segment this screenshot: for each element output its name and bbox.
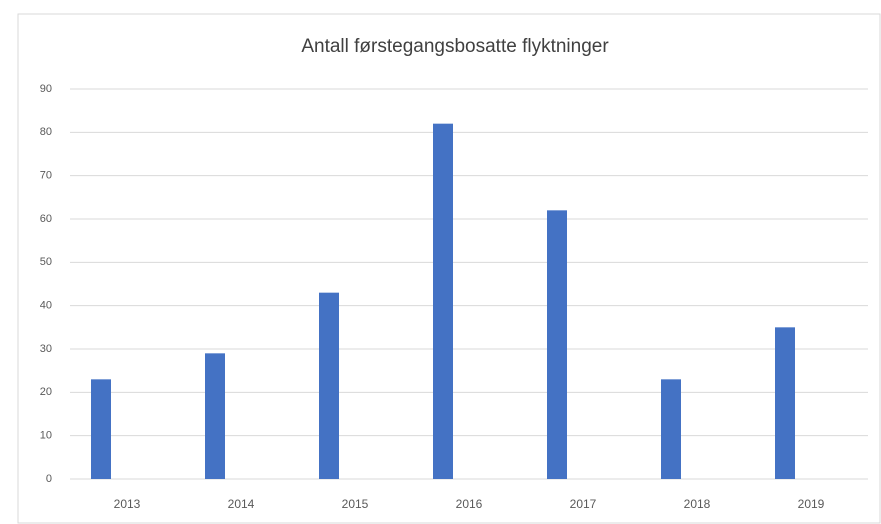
y-tick-label: 50: [40, 256, 52, 268]
y-tick-label: 30: [40, 343, 52, 355]
y-tick-label: 0: [46, 473, 52, 485]
chart-title: Antall førstegangsbosatte flyktninger: [301, 36, 609, 57]
bar: [661, 379, 681, 479]
x-tick-label: 2016: [456, 497, 483, 511]
x-tick-label: 2015: [342, 497, 369, 511]
bar: [91, 379, 111, 479]
x-tick-label: 2018: [684, 497, 711, 511]
x-tick-label: 2013: [114, 497, 141, 511]
bar: [433, 123, 453, 480]
bar: [547, 210, 567, 480]
x-tick-label: 2019: [798, 497, 825, 511]
y-tick-label: 80: [40, 126, 52, 138]
bar: [319, 292, 339, 479]
y-tick-label: 10: [40, 430, 52, 442]
bar: [205, 353, 225, 479]
x-tick-label: 2017: [570, 497, 597, 511]
y-tick-label: 20: [40, 386, 52, 398]
bar: [775, 327, 795, 479]
y-tick-label: 90: [40, 83, 52, 95]
y-tick-label: 40: [40, 300, 52, 312]
x-tick-label: 2014: [228, 497, 255, 511]
y-tick-label: 70: [40, 170, 52, 182]
y-tick-label: 60: [40, 213, 52, 225]
